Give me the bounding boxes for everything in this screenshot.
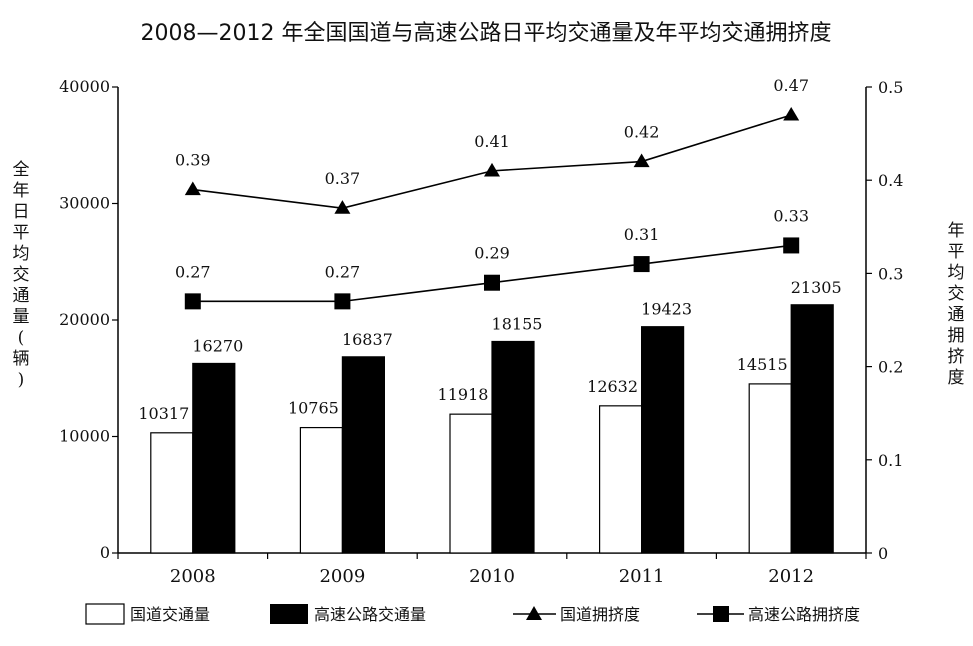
y-left-tick-label: 0 [100,543,110,562]
y-axis-left-title-char: 日 [13,202,30,222]
bar-guodao-label: 10317 [138,404,189,423]
y-axis-left-title-char: 量 [13,307,30,327]
y-axis-right-title: 年平均交通拥挤度 [948,221,965,388]
bar-gaosu [790,304,834,554]
y-axis-right-title-char: 交 [948,284,965,304]
marker-triangle [633,153,650,168]
y-axis-left-title-char: 平 [13,223,30,243]
y-right-tick-label: 0.1 [878,451,903,470]
bar-guodao-label: 10765 [288,399,339,418]
bar-guodao-label: 14515 [737,355,788,374]
y-axis-left-title-char: 全 [13,160,30,180]
line-point-label: 0.27 [175,262,211,281]
bars: 10317 16270 10765 16837 11918 18155 12632 19423… [138,278,842,554]
y-axis-left-title-char: ( [18,328,25,348]
bar-gaosu-label: 16837 [342,330,393,349]
bar-gaosu [341,356,385,554]
bar-guodao-label: 12632 [587,377,638,396]
y-left-tick-label: 30000 [59,194,110,213]
y-axis-right-title-char: 挤 [948,347,965,367]
y-axis-right-title-char: 均 [948,263,965,283]
line-point-label: 0.31 [624,225,660,244]
y-axis-left-title-char: ) [18,370,25,390]
line-point-label: 0.29 [474,244,510,263]
y-right-tick-label: 0.2 [878,358,903,377]
y-left-tick-label: 20000 [59,310,110,329]
bar-gaosu-label: 19423 [641,300,692,319]
bar-gaosu-label: 16270 [192,336,243,355]
line-point-label: 0.39 [175,151,211,170]
y-left-tick-label: 40000 [59,77,110,96]
line-point-label: 0.27 [325,262,361,281]
legend-label-gaosu-yongji: 高速公路拥挤度 [748,605,860,624]
bar-gaosu [640,326,685,554]
y-axis-right-title-char: 通 [948,305,965,325]
line-point-label: 0.41 [474,132,510,151]
y-axis-left-title-char: 辆 [13,349,30,369]
bar-gaosu-label: 21305 [791,278,842,297]
y-right-tick-label: 0 [878,544,888,563]
x-tick-label: 2011 [619,566,665,587]
bar-guodao [748,383,792,554]
bar-gaosu-label: 18155 [492,314,543,333]
legend-label-guodao-yongji: 国道拥挤度 [560,605,640,624]
line-point-label: 0.37 [325,169,361,188]
bar-guodao [598,405,643,554]
legend-label-guodao: 国道交通量 [130,605,210,624]
line-point-label: 0.33 [773,206,809,225]
marker-triangle [334,200,351,214]
legend-swatch-guodao [85,603,125,625]
line-point-label: 0.42 [624,123,660,142]
marker-triangle [184,181,201,196]
bar-guodao [150,432,194,554]
y-right-tick-label: 0.5 [878,78,903,97]
legend-swatch-gaosu [270,604,308,624]
axes: 0 10000 20000 30000 40000 0 0.1 0.2 0.3 0.4 0.5 200… [13,77,965,587]
legend: 国道交通量 高速公路交通量 国道拥挤度 高速公路拥挤度 [85,603,860,625]
x-tick-label: 2010 [469,566,515,587]
y-right-tick-label: 0.4 [878,171,903,190]
legend-label-gaosu: 高速公路交通量 [314,605,426,624]
bar-gaosu [491,340,535,554]
y-axis-left-title-char: 年 [13,181,30,201]
x-tick-label: 2009 [319,566,365,587]
x-tick-label: 2012 [768,566,814,587]
y-right-tick-label: 0.3 [878,264,903,283]
marker-square [184,293,201,310]
y-left-tick-label: 10000 [59,427,110,446]
marker-triangle [783,106,800,121]
lines: 0.39 0.37 0.41 0.42 0.47 0.27 0.27 0.29 0.31 0.33 [175,76,809,310]
y-axis-left-title-char: 均 [13,244,30,264]
y-axis-left-title-char: 通 [13,286,30,306]
marker-square [783,237,800,254]
y-axis-right-title-char: 平 [948,242,965,262]
line-point-label: 0.47 [773,76,809,95]
legend-marker-triangle [526,606,542,620]
marker-triangle [484,162,500,177]
y-axis-left-title-char: 交 [13,265,30,285]
y-axis-right-title-char: 度 [948,368,965,388]
marker-square [334,293,351,310]
bar-guodao-label: 11918 [438,385,489,404]
legend-marker-square [713,606,729,622]
bar-guodao [299,426,343,554]
chart-title: 2008—2012 年全国国道与高速公路日平均交通量及年平均交通拥挤度 [141,21,832,46]
line-guodao [192,114,792,209]
marker-square [484,274,500,291]
marker-square [633,256,650,273]
y-axis-right-title-char: 拥 [948,326,965,346]
bar-gaosu [192,362,236,554]
x-tick-label: 2008 [170,566,216,587]
y-axis-right-title-char: 年 [948,221,965,241]
bar-guodao [449,413,493,554]
